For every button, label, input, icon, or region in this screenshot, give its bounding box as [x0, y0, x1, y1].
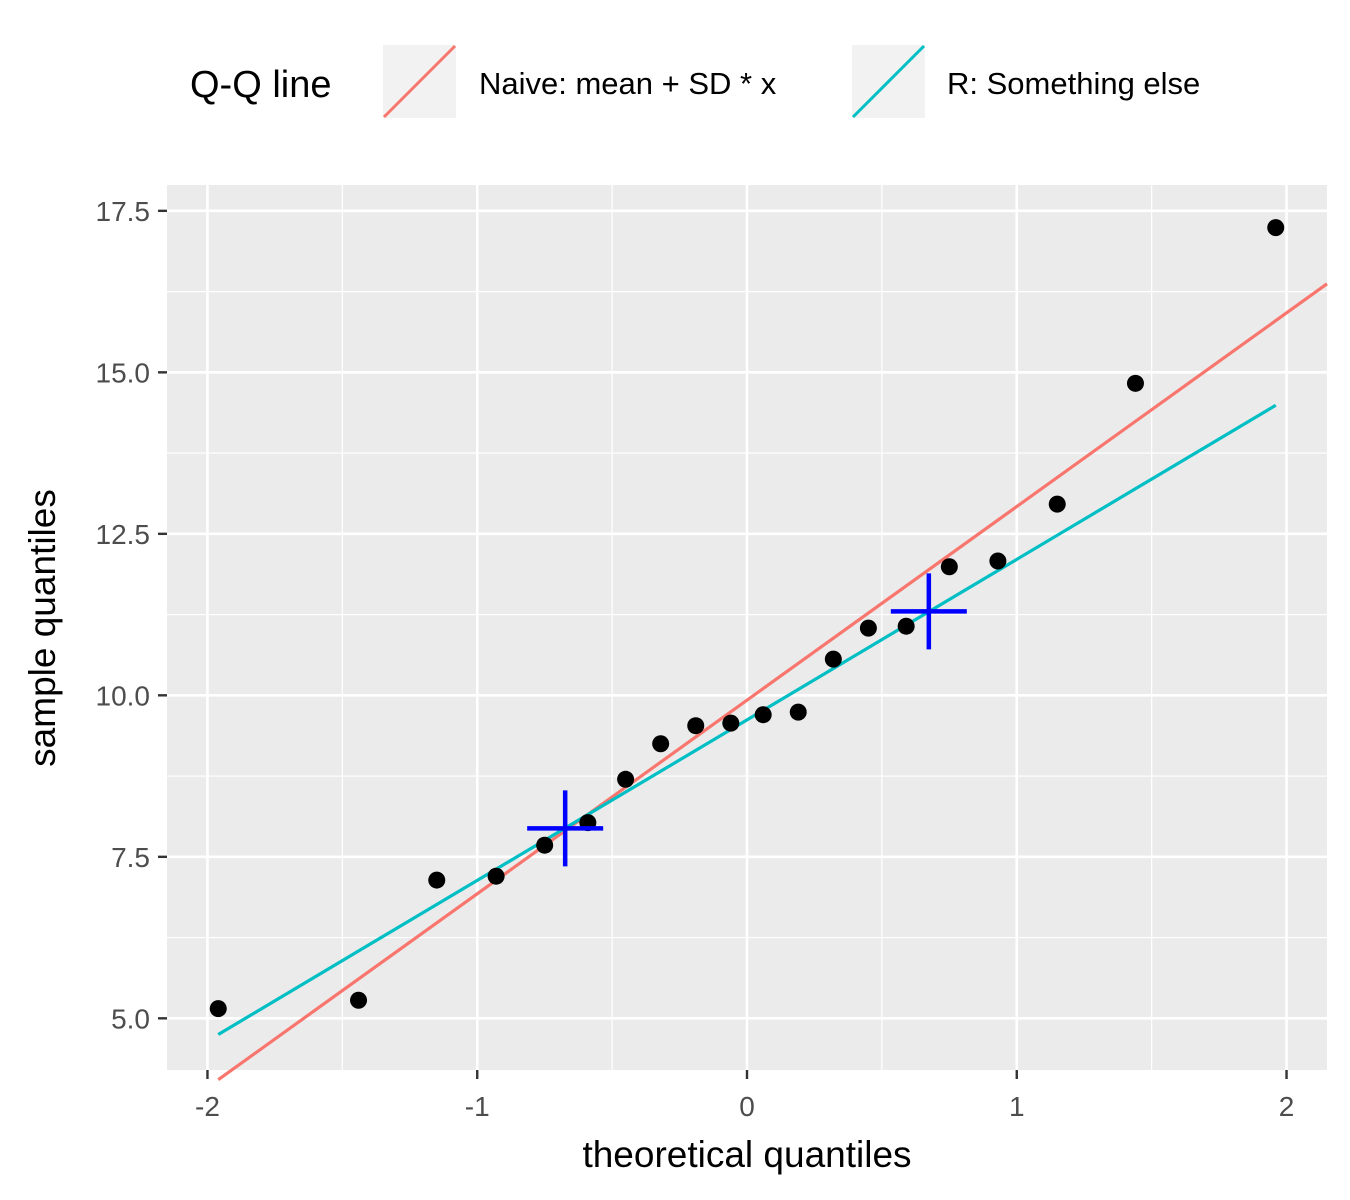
y-tick-label: 5.0 — [111, 1003, 150, 1034]
data-point — [754, 706, 772, 724]
data-point — [824, 650, 842, 668]
data-point — [428, 871, 446, 889]
x-tick-label: -1 — [465, 1091, 490, 1122]
data-point — [1048, 495, 1066, 513]
data-point — [687, 717, 705, 735]
data-point — [722, 714, 740, 732]
series-layer — [217, 282, 1328, 1081]
quartile-marker — [890, 573, 967, 650]
y-tick-label: 7.5 — [111, 842, 150, 873]
legend-key-2-line — [851, 44, 926, 119]
y-tick-label: 10.0 — [96, 680, 151, 711]
x-tick-label: -2 — [195, 1091, 220, 1122]
data-point — [989, 552, 1007, 570]
legend-label-2: R: Something else — [947, 66, 1200, 101]
x-axis: -2 -1 0 1 2 — [195, 1070, 1294, 1122]
y-tick-label: 15.0 — [96, 357, 151, 388]
data-point — [617, 770, 635, 788]
points-layer — [209, 219, 1285, 1018]
x-tick-label: 0 — [739, 1091, 755, 1122]
grid-major — [167, 185, 1327, 1070]
legend-key-1-line — [382, 44, 457, 119]
x-tick-label: 1 — [1009, 1091, 1025, 1122]
data-point — [1126, 374, 1144, 392]
qq-line-1 — [217, 282, 1328, 1081]
qq-line-2 — [217, 403, 1277, 1036]
data-point — [940, 558, 958, 576]
legend-label-1: Naive: mean + SD * x — [479, 66, 777, 101]
data-point — [652, 735, 670, 753]
data-point — [487, 867, 505, 885]
quartile-marker — [527, 790, 604, 867]
data-point — [1267, 219, 1285, 237]
data-point — [350, 991, 368, 1009]
markers-layer — [527, 573, 967, 867]
data-point — [859, 619, 877, 637]
y-tick-label: 12.5 — [96, 519, 151, 550]
y-tick-label: 17.5 — [96, 196, 151, 227]
data-point — [209, 1000, 227, 1018]
data-point — [789, 703, 807, 721]
data-point — [897, 617, 915, 635]
x-axis-title: theoretical quantiles — [582, 1134, 911, 1175]
y-axis: 5.0 7.5 10.0 12.5 15.0 17.5 — [96, 196, 167, 1034]
legend: Q-Q line Naive: mean + SD * x R: Somethi… — [190, 44, 1200, 119]
legend-title: Q-Q line — [190, 64, 331, 106]
x-tick-label: 2 — [1279, 1091, 1295, 1122]
y-axis-title: sample quantiles — [22, 489, 63, 767]
data-point — [536, 836, 554, 854]
